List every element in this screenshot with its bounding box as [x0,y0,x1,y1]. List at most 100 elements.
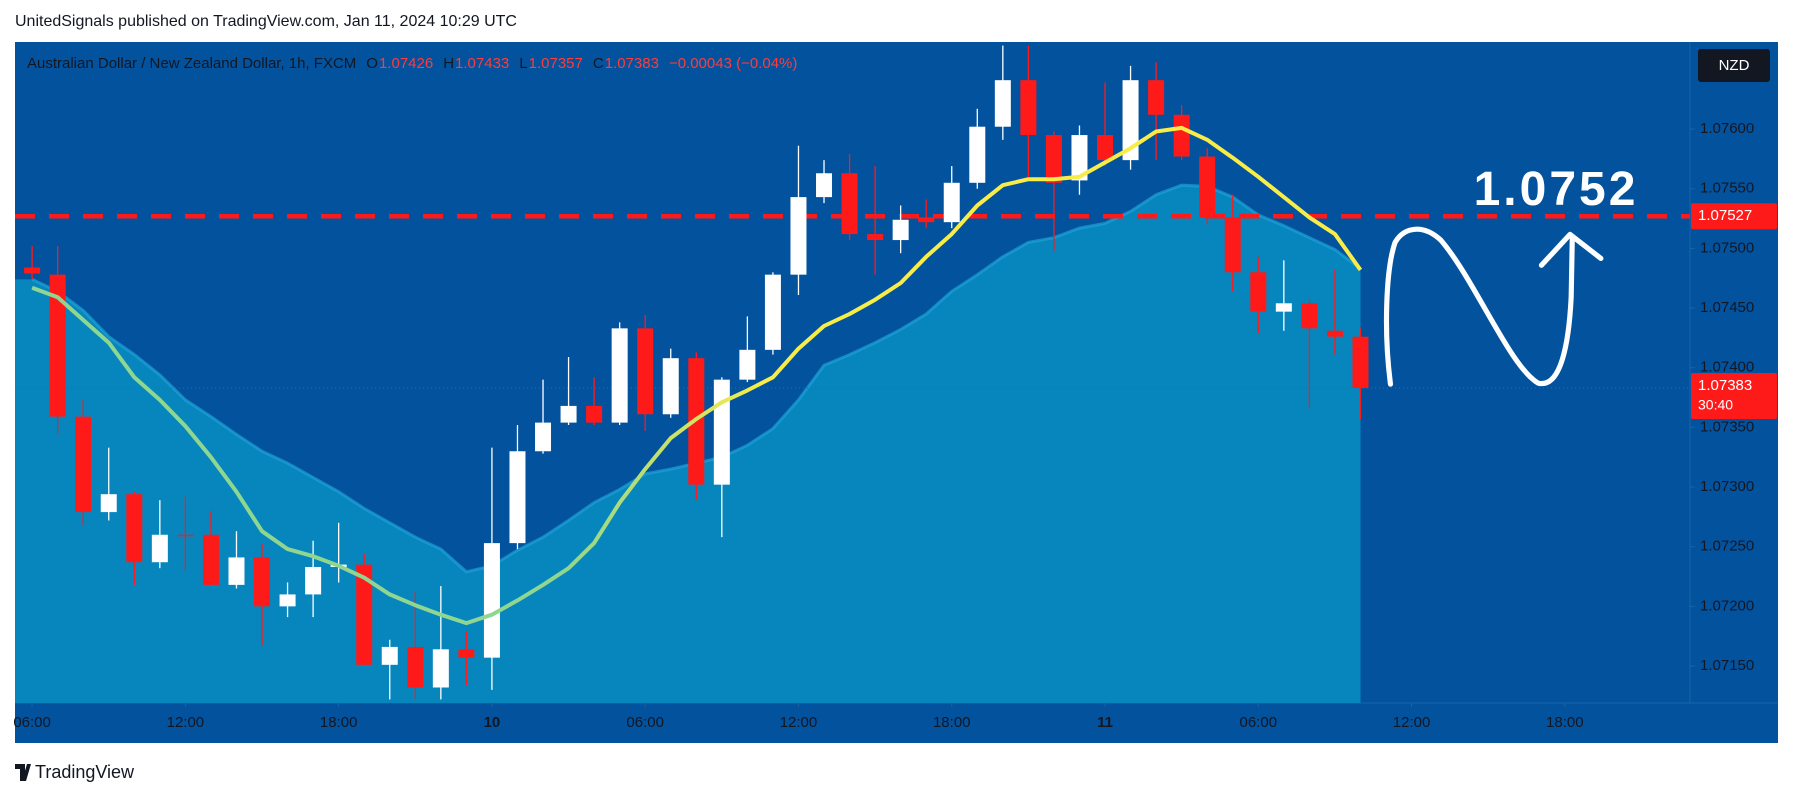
candle-body [407,646,424,688]
legend-change: −0.00043 (−0.04%) [669,55,797,72]
candle-body [994,80,1011,127]
x-tick-label: 06:00 [626,714,664,731]
candle-body [943,182,960,223]
candle-body [560,405,577,423]
legend-title: Australian Dollar / New Zealand Dollar, … [27,55,356,72]
candle-body [816,173,833,198]
candle-body [458,649,475,658]
y-tick-label: 1.07550 [1700,180,1754,197]
candle-body [1045,135,1062,183]
candle-body [202,534,219,585]
candle-body [483,543,500,658]
candle-body [662,358,679,415]
ema-line [31,125,1363,626]
candle-body [713,379,730,485]
candle-body [841,173,858,235]
countdown-label: 30:40 [1698,397,1733,413]
y-tick-label: 1.07300 [1700,478,1754,495]
candle-body [75,416,92,513]
candle-body [790,197,807,275]
candle-body [1097,135,1114,161]
legend-o-label: O [366,55,378,72]
candle-body [892,219,909,241]
logo-text: TradingView [35,762,135,782]
logo-mark [15,764,31,781]
candle-body [1122,80,1139,161]
candle-body [1275,303,1292,312]
level-label-box [1691,203,1777,230]
plot-area [15,45,1690,703]
candle-body [1173,114,1190,157]
candle-body [1352,336,1369,389]
candle-body [1071,135,1088,181]
legend-low: 1.07357 [529,55,583,72]
x-tick-label: 12:00 [1393,714,1431,731]
level-label: 1.07527 [1698,207,1752,224]
legend-close: 1.07383 [605,55,659,72]
y-tick-label: 1.07150 [1700,657,1754,674]
candle-body [1224,217,1241,273]
x-tick-label: 18:00 [320,714,358,731]
x-tick-label: 06:00 [13,714,51,731]
price-axis [1690,42,1778,703]
currency: NZD [1719,57,1750,74]
legend-high: 1.07433 [455,55,509,72]
logo: TradingView [15,762,135,782]
candle-body [918,217,935,223]
candle-body [739,349,756,380]
candle-body [1250,272,1267,312]
candle-body [177,534,194,537]
candle-body [637,328,654,415]
candle-body [24,267,41,274]
candle-body [867,234,884,241]
currency-box [1698,49,1770,82]
legend-c-label: C [593,55,604,72]
last-price-label: 1.07383 [1698,377,1752,394]
y-tick-label: 1.07200 [1700,597,1754,614]
annotation: 1.0752 [1474,163,1639,216]
candle-body [254,557,271,607]
arrow-curve [1383,226,1575,387]
x-tick-label: 12:00 [167,714,205,731]
candle-body [586,405,603,423]
candle-body [49,274,66,417]
y-tick-label: 1.07400 [1700,359,1754,376]
y-tick-label: 1.07350 [1700,418,1754,435]
last-price-box [1691,373,1777,420]
x-tick-label: 18:00 [933,714,971,731]
arrow-head [1538,231,1604,268]
x-tick-label: 06:00 [1240,714,1278,731]
legend-h-label: H [443,55,454,72]
candle-body [969,126,986,183]
candle-body [228,557,245,585]
legend-open: 1.07426 [379,55,433,72]
y-tick-label: 1.07250 [1700,538,1754,555]
candle-body [381,646,398,665]
x-tick-label: 11 [1097,714,1113,731]
candle-body [509,451,526,544]
candle-body [1326,330,1343,337]
candle-body [279,594,296,607]
candle-body [432,649,449,688]
y-tick-label: 1.07500 [1700,239,1754,256]
legend: Australian Dollar / New Zealand Dollar, … [27,55,797,72]
candle-body [764,274,781,350]
candle-body [535,422,552,452]
candle-body [305,566,322,595]
candle-body [1020,80,1037,136]
hand-drawn-arrow [1383,226,1604,387]
x-tick-label: 18:00 [1546,714,1584,731]
candle-body [1148,80,1165,115]
x-tick-label: 12:00 [780,714,818,731]
candle-body [151,534,168,563]
candle-body [126,494,143,563]
candle-body [1199,156,1216,218]
candle-body [1301,303,1318,329]
x-tick-label: 10 [484,714,501,731]
candle-body [100,494,117,513]
y-tick-label: 1.07600 [1700,120,1754,137]
legend-l-label: L [519,55,527,72]
y-tick-label: 1.07450 [1700,299,1754,316]
